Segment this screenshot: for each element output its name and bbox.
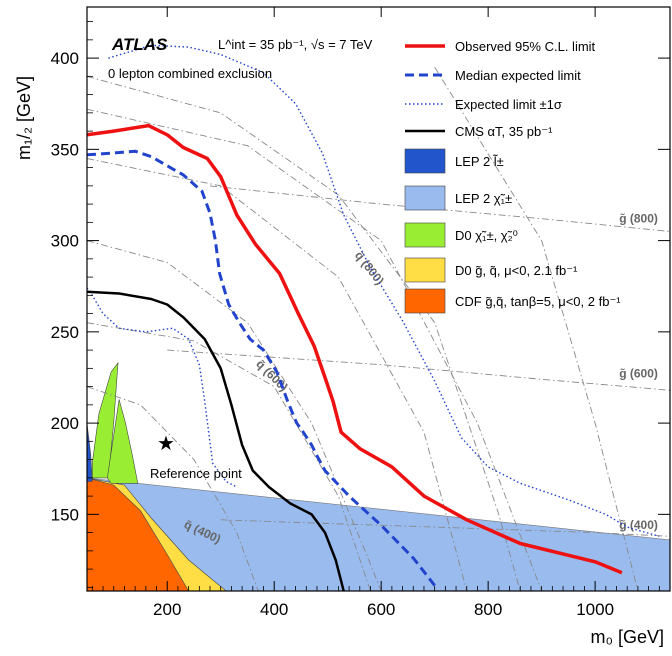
gluino-800-label: g̃ (800) <box>619 211 658 225</box>
y-tick-label: 300 <box>51 232 79 251</box>
reference-point-label: Reference point <box>150 466 242 481</box>
analysis-label: 0 lepton combined exclusion <box>108 66 272 81</box>
x-tick-label: 800 <box>474 600 502 619</box>
lumi-label: L^int = 35 pb⁻¹, √s = 7 TeV <box>218 37 373 52</box>
expected-lower-band-line <box>87 287 238 488</box>
extra-contour-2 <box>87 158 468 591</box>
legend-area-label: LEP 2 l̃± <box>455 154 504 169</box>
cms-limit-line <box>87 290 345 591</box>
excluded-areas-layer <box>87 361 670 591</box>
squark-800-label: q̃ (800) <box>352 248 387 287</box>
reference-star-icon: ★ <box>157 433 175 455</box>
gluino-800-contour <box>209 185 670 232</box>
gluino-600-label: g̃ (600) <box>619 366 658 380</box>
legend-line-label: Median expected limit <box>455 68 581 83</box>
squark-600-contour <box>87 240 382 591</box>
legend-area-swatch <box>404 222 446 248</box>
x-tick-label: 400 <box>260 600 288 619</box>
legend-area-label: D0 χ̃₁±, χ̃₂⁰ <box>455 228 518 243</box>
legend-area-label: CDF g̃,q̃, tanβ=5, μ<0, 2 fb⁻¹ <box>455 294 621 309</box>
legend-line-label: CMS αT, 35 pb⁻¹ <box>455 124 553 139</box>
legend-line-label: Observed 95% C.L. limit <box>455 39 596 54</box>
reference-point-marker: ★ <box>157 433 175 455</box>
gluino-600-contour <box>167 349 670 391</box>
legend-area-swatch <box>404 288 446 314</box>
atlas-label: ATLAS <box>111 35 168 54</box>
legend-area-swatch <box>404 185 446 211</box>
extra-contour-4 <box>434 66 639 591</box>
legend: Observed 95% C.L. limit Median expected l… <box>404 39 621 314</box>
y-tick-label: 150 <box>51 505 79 524</box>
expected-limit-line <box>87 149 436 587</box>
legend-area-swatch <box>404 257 446 283</box>
plot-frame <box>86 6 671 592</box>
legend-area-label: D0 g̃, q̃, μ<0, 2.1 fb⁻¹ <box>455 263 578 278</box>
y-tick-label: 350 <box>51 140 79 159</box>
y-tick-label: 200 <box>51 414 79 433</box>
legend-area-label: LEP 2 χ̃₁± <box>455 191 512 206</box>
y-axis-label: m₁/₂ [GeV] <box>14 76 34 160</box>
y-tick-label: 400 <box>51 49 79 68</box>
expected-upper-band-line <box>108 44 660 537</box>
squark-800-contour <box>87 75 521 591</box>
cdf-area <box>87 477 189 591</box>
x-tick-label: 1000 <box>576 600 614 619</box>
d0-chargino-area-1 <box>92 361 119 479</box>
legend-area-swatch <box>404 148 446 174</box>
legend-line-label: Expected limit ±1σ <box>455 97 562 112</box>
lep-chargino-area <box>87 477 670 591</box>
x-tick-label: 200 <box>153 600 181 619</box>
extra-contour-1 <box>87 108 543 591</box>
y-tick-label: 250 <box>51 323 79 342</box>
limit-lines-layer <box>87 44 660 591</box>
x-tick-label: 600 <box>367 600 395 619</box>
d0-chargino-area-2 <box>106 399 139 484</box>
squark-400-contour <box>87 386 259 591</box>
observed-limit-line <box>87 123 623 575</box>
gluino-400-label: g̃ (400) <box>619 518 658 532</box>
gluino-400-contour <box>220 519 670 537</box>
lep-slepton-area <box>87 423 93 482</box>
x-axis-label: m₀ [GeV] <box>591 627 665 647</box>
axes-layer: 200 400 600 800 1000 150 200 250 300 350 400 <box>51 7 671 619</box>
